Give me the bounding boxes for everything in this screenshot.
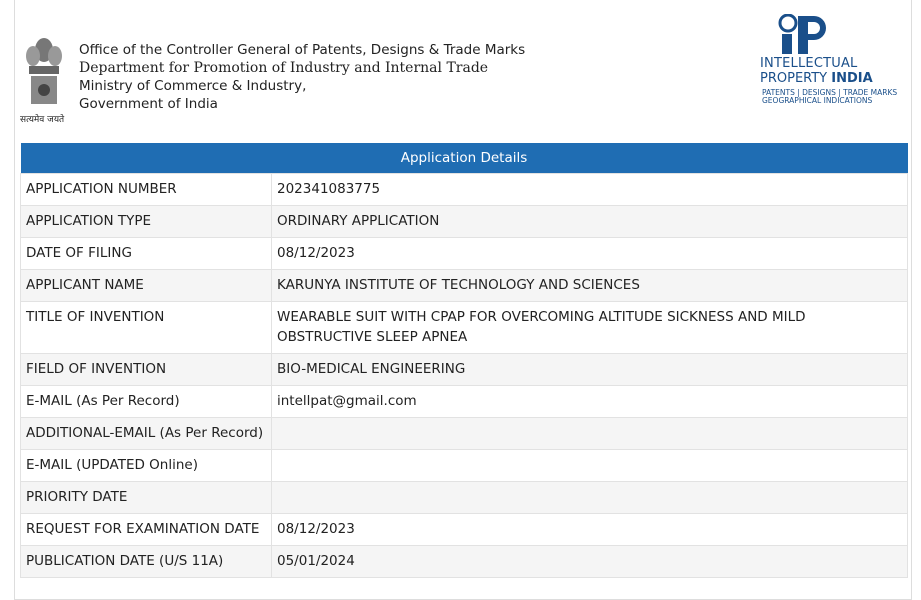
table-row: PRIORITY DATE	[20, 481, 908, 514]
field-label: DATE OF FILING	[20, 237, 272, 270]
table-row: APPLICATION NUMBER 202341083775	[20, 173, 908, 206]
field-label: FIELD OF INVENTION	[20, 353, 272, 386]
header: Office of the Controller General of Pate…	[79, 41, 525, 113]
logo-text: PATENTS | DESIGNS | TRADE MARKS	[762, 88, 898, 97]
table-row: FIELD OF INVENTION BIO-MEDICAL ENGINEERIN…	[20, 353, 908, 386]
field-value	[271, 481, 908, 514]
field-value	[271, 449, 908, 482]
field-label: REQUEST FOR EXAMINATION DATE	[20, 513, 272, 546]
table-row: APPLICANT NAME KARUNYA INSTITUTE OF TECHN…	[20, 269, 908, 302]
field-label: E-MAIL (UPDATED Online)	[20, 449, 272, 482]
field-value: ORDINARY APPLICATION	[271, 205, 908, 238]
header-line: Ministry of Commerce & Industry,	[79, 78, 307, 94]
logo-text: INDIA	[831, 71, 873, 86]
field-label: ADDITIONAL-EMAIL (As Per Record)	[20, 417, 272, 450]
table-row: ADDITIONAL-EMAIL (As Per Record)	[20, 417, 908, 450]
field-label: TITLE OF INVENTION	[20, 301, 272, 354]
field-value: KARUNYA INSTITUTE OF TECHNOLOGY AND SCIE…	[271, 269, 908, 302]
field-label: PRIORITY DATE	[20, 481, 272, 514]
table-row: E-MAIL (UPDATED Online)	[20, 449, 908, 482]
field-value: WEARABLE SUIT WITH CPAP FOR OVERCOMING A…	[271, 301, 908, 354]
table-row: PUBLICATION DATE (U/S 11A) 05/01/2024	[20, 545, 908, 578]
header-line: Office of the Controller General of Pate…	[79, 42, 526, 58]
logo-text: GEOGRAPHICAL INDICATIONS	[762, 96, 873, 105]
field-value: 05/01/2024	[271, 545, 908, 578]
table-title: Application Details	[20, 143, 908, 174]
field-label: APPLICATION NUMBER	[20, 173, 272, 206]
details-table: Application Details APPLICATION NUMBER 20…	[20, 143, 908, 578]
emblem	[26, 38, 62, 104]
logo-text: INTELLECTUAL	[760, 56, 858, 71]
table-row: REQUEST FOR EXAMINATION DATE 08/12/2023	[20, 513, 908, 546]
field-label: APPLICANT NAME	[20, 269, 272, 302]
header-line: Government of India	[79, 96, 218, 112]
field-value	[271, 417, 908, 450]
logo-mark	[778, 14, 826, 54]
table-row: APPLICATION TYPE ORDINARY APPLICATION	[20, 205, 908, 238]
field-value: 08/12/2023	[271, 513, 908, 546]
logo-text: PROPERTY	[760, 71, 828, 86]
logo-text: PROPERTY INDIA	[760, 71, 873, 86]
field-value: BIO-MEDICAL ENGINEERING	[271, 353, 908, 386]
table-row: E-MAIL (As Per Record) intellpat@gmail.co…	[20, 385, 908, 418]
field-value: 08/12/2023	[271, 237, 908, 270]
emblem-caption: सत्यमेव जयते	[20, 115, 65, 125]
table-row: DATE OF FILING 08/12/2023	[20, 237, 908, 270]
field-value: 202341083775	[271, 173, 908, 206]
field-label: PUBLICATION DATE (U/S 11A)	[20, 545, 272, 578]
table-row: TITLE OF INVENTION WEARABLE SUIT WITH CPA…	[20, 301, 908, 354]
field-label: E-MAIL (As Per Record)	[20, 385, 272, 418]
field-label: APPLICATION TYPE	[20, 205, 272, 238]
field-value: intellpat@gmail.com	[271, 385, 908, 418]
header-line: Department for Promotion of Industry and…	[79, 60, 489, 76]
